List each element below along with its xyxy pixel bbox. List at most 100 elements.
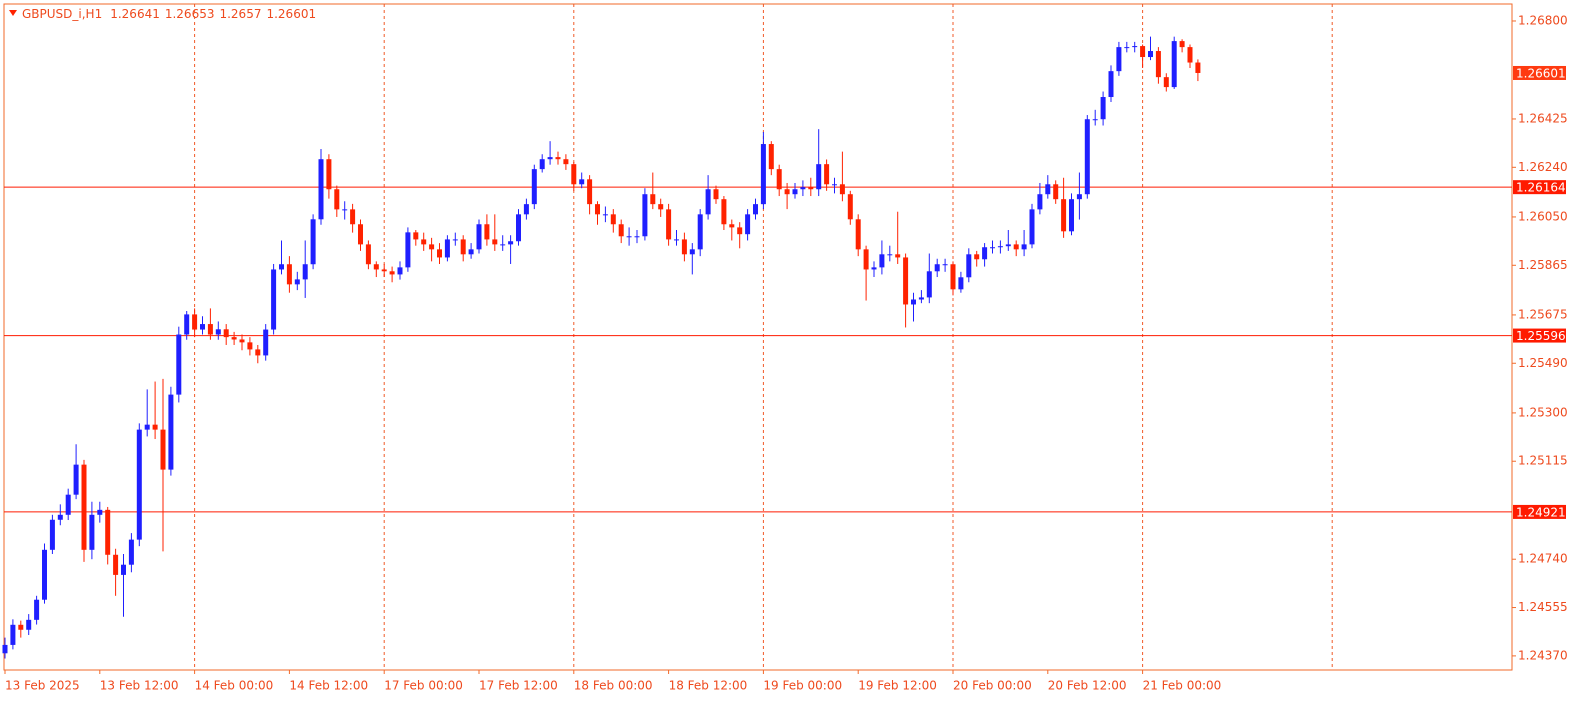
y-tick-label: 1.25865 <box>1518 258 1568 272</box>
plot-frame <box>3 3 1513 671</box>
price-label: 1.26601 <box>1516 66 1566 80</box>
candle-body <box>65 494 71 515</box>
candle-body <box>476 224 482 250</box>
candle-body <box>1100 97 1106 120</box>
candle-body <box>697 214 703 250</box>
candle-body <box>1171 41 1177 88</box>
candle-body <box>1108 71 1114 98</box>
candle-body <box>966 254 972 278</box>
candle-body <box>105 509 111 555</box>
candle-body <box>918 297 924 300</box>
candle-body <box>73 464 79 495</box>
x-tick-label: 17 Feb 00:00 <box>384 679 463 693</box>
candle-body <box>215 329 221 335</box>
level-label: 1.26164 <box>1516 181 1566 195</box>
candle-body <box>1179 41 1185 48</box>
candle-body <box>1005 244 1011 247</box>
candle-body <box>310 219 316 265</box>
y-tick-label: 1.26800 <box>1518 13 1568 27</box>
candle-body <box>405 232 411 268</box>
candle-body <box>942 264 948 266</box>
candle-body <box>413 232 419 240</box>
candle-body <box>1148 51 1153 58</box>
candle-body <box>247 342 253 350</box>
candle-body <box>934 264 940 272</box>
candle-body <box>1132 46 1138 48</box>
candle-body <box>1029 209 1035 245</box>
candle-body <box>358 224 363 245</box>
candle-body <box>10 624 16 645</box>
candle-body <box>745 214 751 235</box>
candle-body <box>26 619 32 630</box>
candle-body <box>144 424 150 430</box>
candle-body <box>1116 47 1122 72</box>
candle-body <box>753 204 758 215</box>
candle-body <box>500 244 506 246</box>
level-label: 1.24921 <box>1516 505 1566 519</box>
x-tick-label: 20 Feb 00:00 <box>953 679 1032 693</box>
candle-body <box>1084 119 1090 195</box>
candle-body <box>1195 62 1201 73</box>
candle-body <box>1069 199 1074 232</box>
candle-body <box>784 189 790 195</box>
candle-body <box>879 254 885 268</box>
header-low: 1.2657 <box>219 7 261 21</box>
candle-body <box>81 464 87 550</box>
candle-body <box>1061 199 1067 232</box>
candle-body <box>342 209 348 211</box>
candle-body <box>468 249 474 255</box>
candle-body <box>1045 184 1051 195</box>
candle-body <box>713 189 719 200</box>
candle-body <box>1037 194 1043 210</box>
candle-body <box>1163 77 1169 88</box>
candle-body <box>602 214 608 216</box>
candle-body <box>926 271 932 298</box>
candle-body <box>824 164 830 185</box>
candle-body <box>1013 244 1019 250</box>
candle-body <box>997 246 1003 248</box>
candle-body <box>397 267 403 275</box>
x-tick-label: 13 Feb 2025 <box>5 679 80 693</box>
candle-body <box>286 264 292 285</box>
candle-body <box>539 159 545 170</box>
header-open: 1.26641 <box>110 7 160 21</box>
candle-body <box>816 164 822 190</box>
chart-header: GBPUSD_i,H1 1.26641 1.26653 1.2657 1.26601 <box>22 7 316 21</box>
x-tick-label: 19 Feb 00:00 <box>763 679 842 693</box>
candle-body <box>587 179 593 205</box>
candle-body <box>950 264 956 290</box>
candle-body <box>452 239 458 241</box>
candle-body <box>508 241 514 245</box>
candle-body <box>903 257 909 305</box>
candle-body <box>271 269 277 330</box>
header-marker <box>9 10 17 16</box>
candle-body <box>721 199 727 225</box>
y-tick-label: 1.25490 <box>1518 356 1568 370</box>
candle-body <box>563 159 569 165</box>
candle-body <box>863 249 869 270</box>
candle-body <box>192 314 198 330</box>
candle-body <box>223 329 229 338</box>
candle-body <box>768 144 774 170</box>
candle-body <box>634 236 640 238</box>
candle-body <box>579 179 585 185</box>
y-tick-label: 1.24555 <box>1518 600 1568 614</box>
candle-body <box>263 329 269 356</box>
y-tick-label: 1.25675 <box>1518 307 1568 321</box>
candle-body <box>176 334 182 395</box>
candle-body <box>350 209 356 225</box>
candle-body <box>184 314 190 335</box>
x-tick-label: 21 Feb 00:00 <box>1143 679 1222 693</box>
x-tick-label: 20 Feb 12:00 <box>1048 679 1127 693</box>
candle-body <box>1053 184 1059 200</box>
candle-body <box>437 249 442 258</box>
level-label-box <box>1513 180 1566 195</box>
candle-body <box>302 264 308 280</box>
candle-body <box>737 227 743 235</box>
candle-body <box>839 184 845 195</box>
candle-body <box>113 554 119 575</box>
candle-body <box>318 159 324 220</box>
candle-body <box>705 189 711 215</box>
candle-body <box>523 204 529 215</box>
